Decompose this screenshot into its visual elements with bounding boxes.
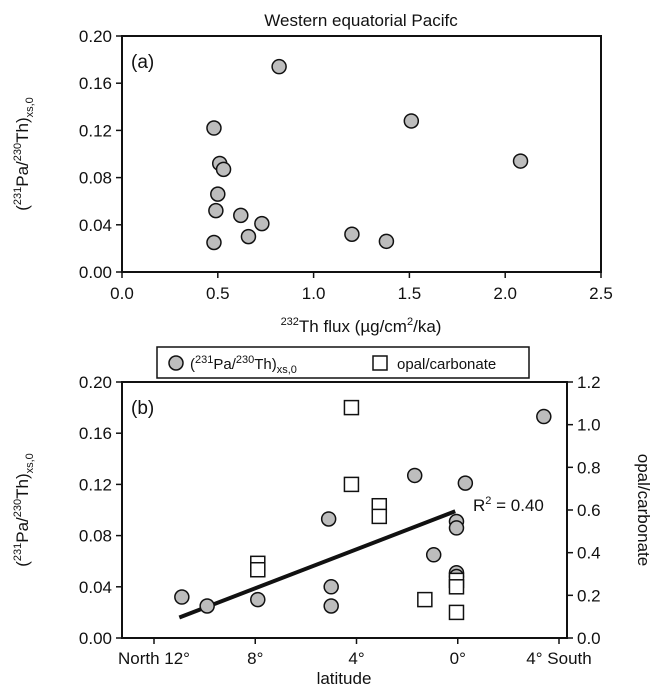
panel-a-y-tick-label: 0.04 — [79, 216, 112, 235]
panel-a-plot-frame — [121, 35, 602, 273]
panel-b-y2-tick-label: 0.0 — [577, 629, 601, 648]
panel-b-pa-th-point — [425, 547, 442, 563]
panel-a-x-tick-label: 2.5 — [589, 284, 613, 303]
panel-a-x-tick-label: 1.0 — [302, 284, 326, 303]
panel-b-y-tick-label: 0.00 — [79, 629, 112, 648]
panel-a-y-tick-label: 0.12 — [79, 121, 112, 140]
panel-a: Western equatorial Pacifc (a) 0.0 0.5 1.0 1… — [12, 11, 613, 336]
panel-b-x-tick-label: 0° — [450, 649, 466, 668]
panel-b-pa-th-point — [199, 598, 215, 614]
legend-box — [156, 346, 530, 379]
panel-a-data-point — [208, 202, 224, 219]
panel-b-y2-tick-label: 0.6 — [577, 501, 601, 520]
panel-b-x-tick-label: 4° — [348, 649, 364, 668]
panel-a-y-axis-label: (231Pa/230Th)xs,0 — [12, 97, 36, 211]
panel-b-pa-th-point — [457, 475, 474, 491]
panel-a-y-tick-label: 0.00 — [79, 263, 112, 282]
legend-square-marker — [372, 355, 388, 371]
panel-b: (b) North 12° 8° 4° 0° 4° South 0.00 0.04 0.08… — [12, 373, 653, 688]
panel-b-x-tick-label: 4° South — [526, 649, 591, 668]
panel-a-title: Western equatorial Pacifc — [264, 11, 458, 30]
panel-b-pa-th-point — [536, 408, 552, 425]
panel-a-data-point — [233, 207, 249, 224]
panel-b-x-axis: North 12° 8° 4° 0° 4° South — [118, 638, 592, 668]
panel-b-opal-carbonate-point — [448, 604, 465, 621]
panel-a-y-tick-label: 0.16 — [79, 74, 112, 93]
panel-b-opal-carbonate-point — [448, 579, 465, 595]
panel-b-y-tick-label: 0.04 — [79, 578, 112, 597]
panel-b-pa-th-point — [320, 511, 337, 527]
panel-b-opal-carbonate-point — [417, 591, 433, 608]
legend: (231Pa/230Th)xs,0 opal/carbonate — [156, 346, 530, 379]
panel-b-pa-th-point — [448, 520, 465, 536]
panel-b-trendline — [178, 509, 456, 620]
panel-a-x-tick-label: 0.5 — [206, 284, 230, 303]
panel-a-data-point — [271, 58, 287, 75]
panel-a-data-point — [378, 233, 395, 250]
panel-b-y2-tick-label: 1.0 — [577, 416, 601, 435]
panel-a-data-point — [512, 153, 529, 169]
panel-a-x-tick-label: 0.0 — [110, 284, 134, 303]
panel-a-points — [206, 58, 529, 251]
panel-b-pa-th-point — [174, 589, 190, 605]
panel-b-pa-th-point — [323, 598, 339, 614]
panel-b-pa-th-point — [323, 579, 339, 595]
panel-b-y2-tick-label: 0.4 — [577, 544, 601, 563]
panel-b-y-tick-label: 0.16 — [79, 424, 112, 443]
panel-a-y-tick-label: 0.20 — [79, 27, 112, 46]
panel-b-y-axis-label: (231Pa/230Th)xs,0 — [12, 453, 36, 567]
panel-b-opal-carbonate-point — [371, 508, 388, 525]
panel-b-y2-axis-label: opal/carbonate — [634, 454, 653, 566]
panel-a-data-point — [403, 113, 420, 129]
legend-entry-pa-th: (231Pa/230Th)xs,0 — [190, 354, 297, 376]
panel-a-data-point — [215, 161, 232, 178]
panel-b-y2-axis: 0.0 0.2 0.4 0.6 0.8 1.0 1.2 — [567, 373, 601, 648]
panel-b-x-tick-label: North 12° — [118, 649, 190, 668]
panel-b-x-tick-label: 8° — [247, 649, 263, 668]
panel-b-opal-carbonate-point — [250, 561, 266, 578]
panel-b-x-axis-label: latitude — [317, 669, 372, 688]
panel-b-opal-carbonate-point — [343, 476, 360, 493]
panel-b-regression-line — [178, 509, 456, 620]
panel-a-data-point — [210, 186, 226, 202]
panel-b-y-axis: 0.00 0.04 0.08 0.12 0.16 0.20 — [79, 373, 122, 648]
panel-b-y2-tick-label: 1.2 — [577, 373, 601, 392]
panel-a-x-axis: 0.0 0.5 1.0 1.5 2.0 2.5 — [110, 272, 613, 303]
panel-a-y-axis: 0.00 0.04 0.08 0.12 0.16 0.20 — [79, 27, 122, 282]
panel-a-label: (a) — [131, 52, 154, 73]
legend-circle-marker — [168, 355, 184, 371]
panel-a-data-point — [344, 226, 360, 242]
panel-b-pa-th-point — [406, 467, 423, 484]
panel-b-points — [174, 399, 552, 621]
panel-a-x-tick-label: 2.0 — [493, 284, 517, 303]
panel-a-x-axis-label: 232Th flux (µg/cm2/ka) — [281, 316, 442, 336]
panel-a-data-point — [240, 228, 257, 245]
panel-b-pa-th-point — [250, 591, 266, 608]
panel-a-data-point — [254, 215, 270, 232]
panel-a-y-tick-label: 0.08 — [79, 169, 112, 188]
panel-b-opal-carbonate-point — [343, 399, 360, 416]
legend-entry-opal-carbonate: opal/carbonate — [397, 356, 496, 373]
panel-a-data-point — [206, 120, 222, 136]
panel-b-r2-annotation: R2 = 0.40 — [473, 495, 544, 515]
panel-a-data-point — [206, 234, 222, 251]
panel-b-y2-tick-label: 0.8 — [577, 458, 601, 477]
panel-b-y2-tick-label: 0.2 — [577, 586, 601, 605]
panel-b-y-tick-label: 0.08 — [79, 527, 112, 546]
panel-a-x-tick-label: 1.5 — [398, 284, 422, 303]
panel-b-label: (b) — [131, 398, 154, 419]
panel-b-y-tick-label: 0.20 — [79, 373, 112, 392]
panel-b-y-tick-label: 0.12 — [79, 475, 112, 494]
